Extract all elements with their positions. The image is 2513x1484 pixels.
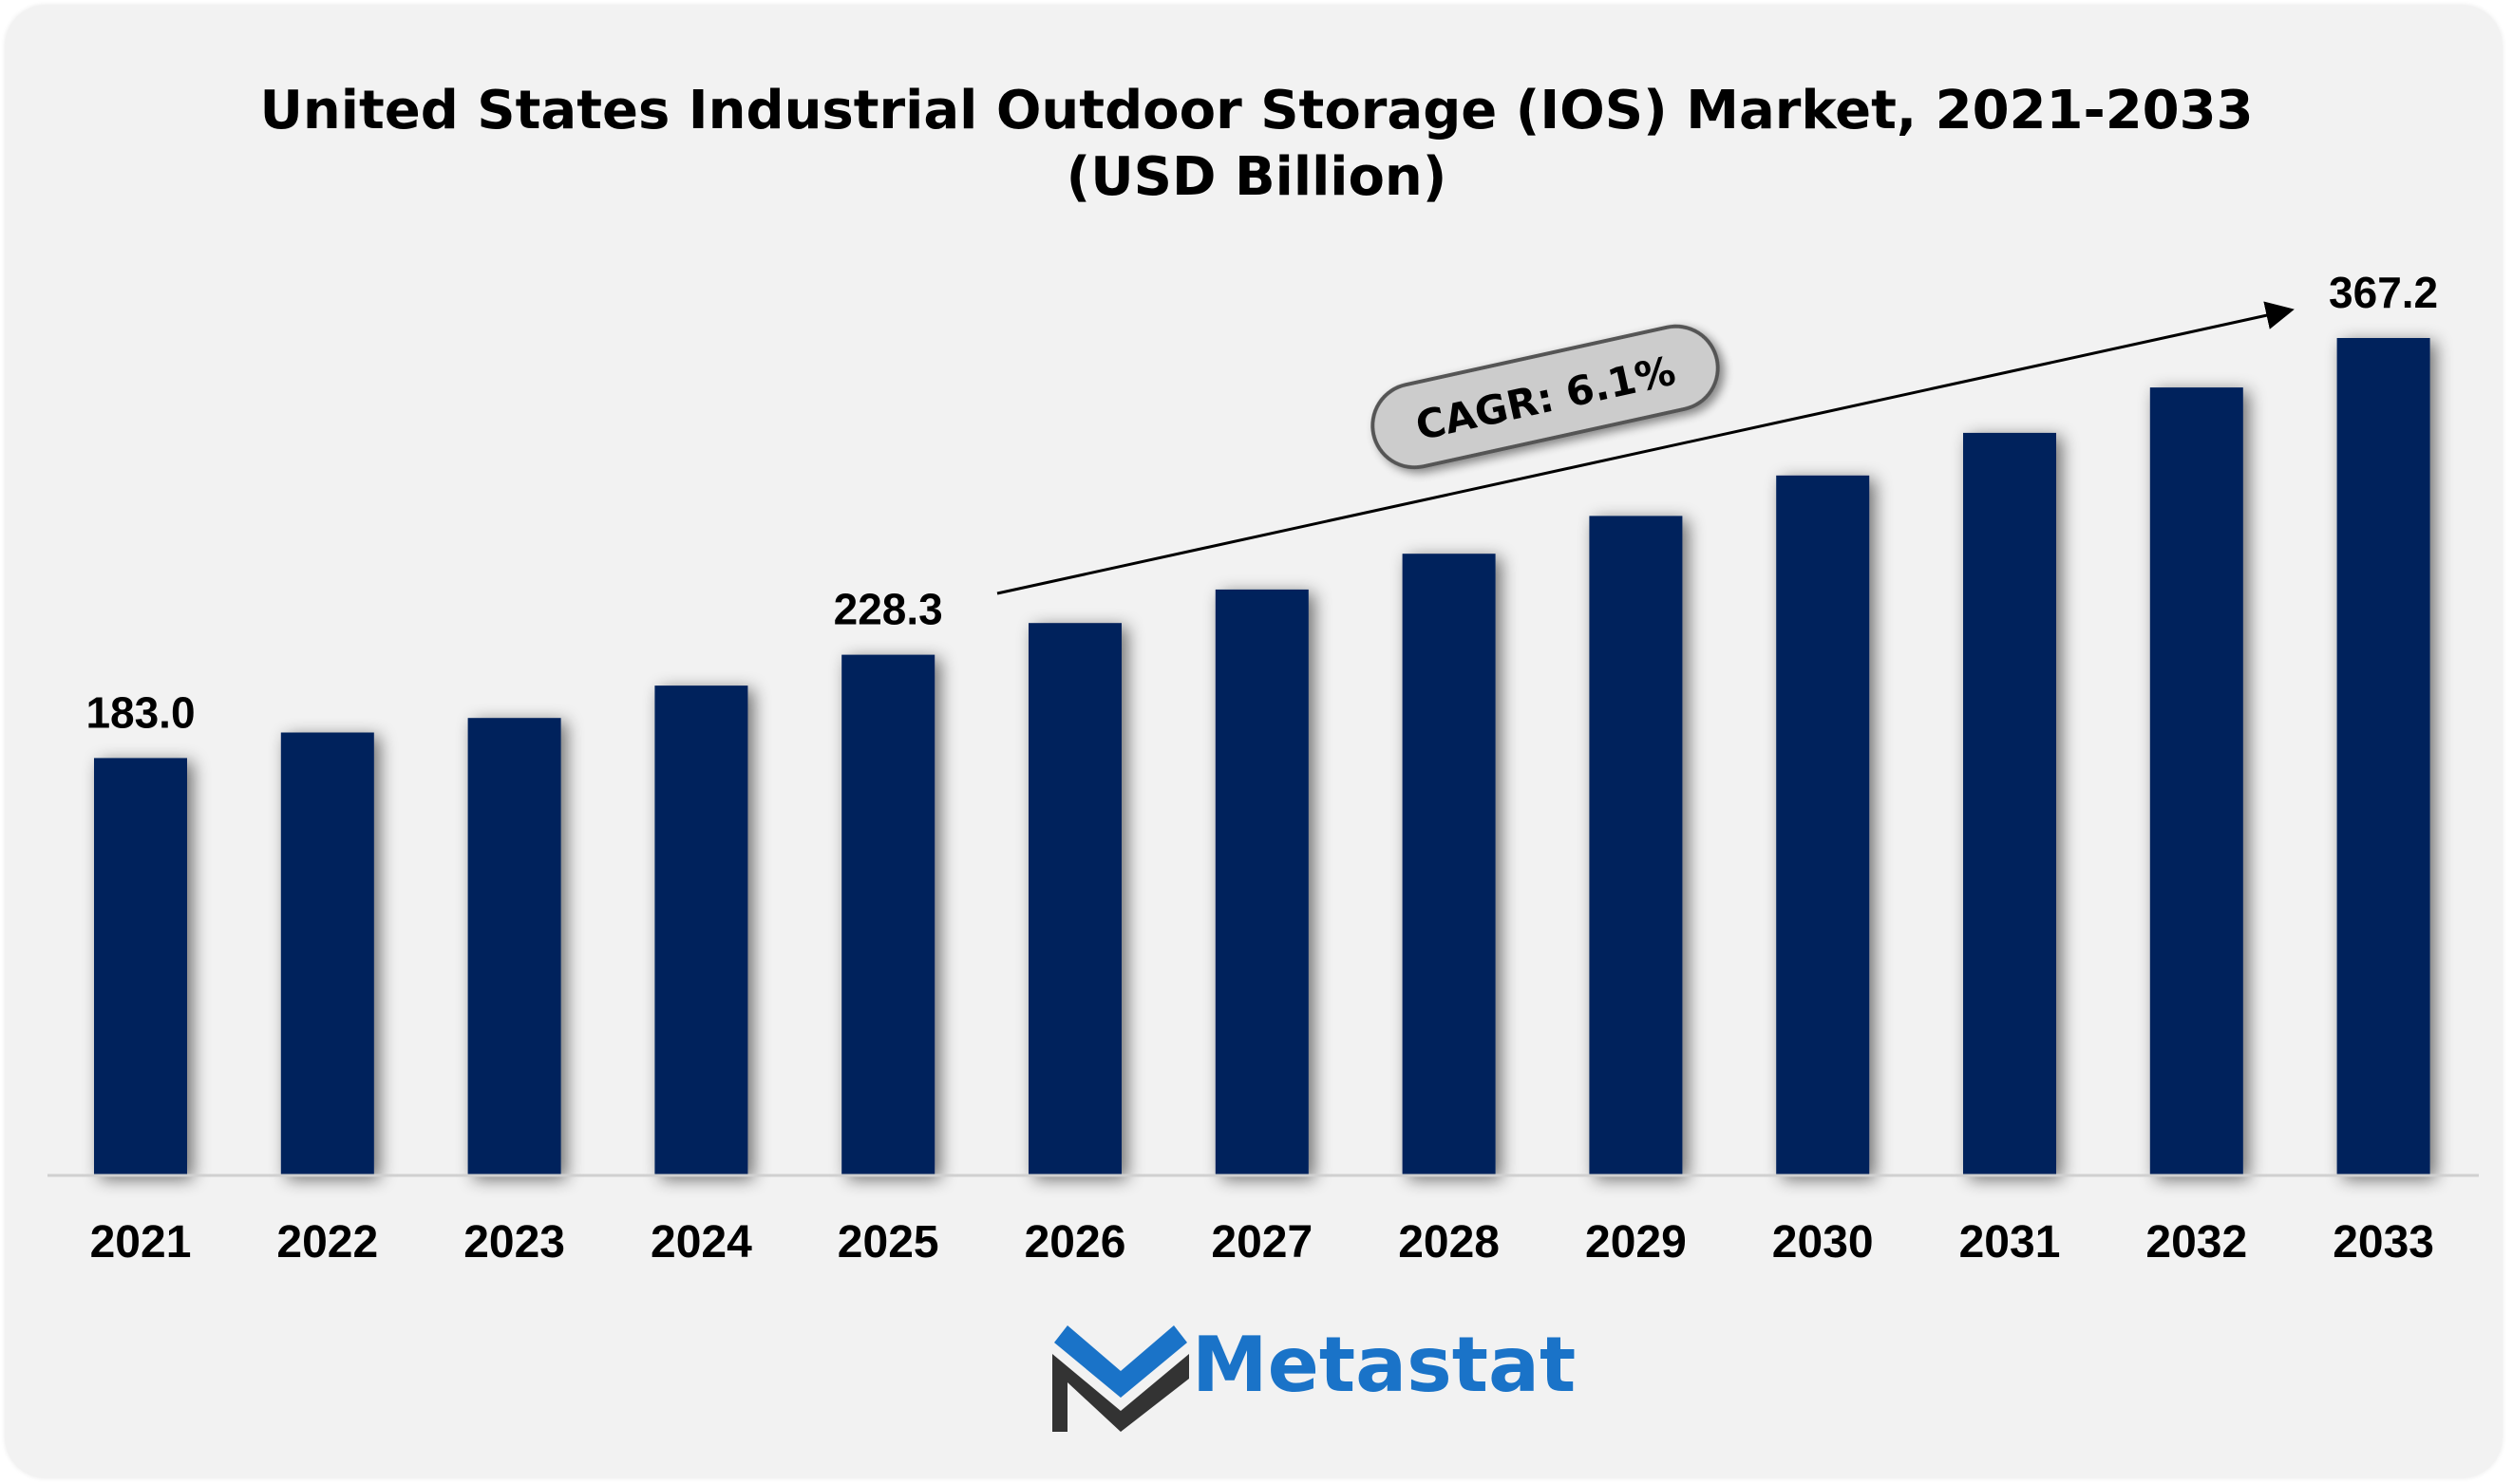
data-label-2025: 228.3	[834, 585, 943, 634]
x-tick-label-2029: 2029	[1585, 1217, 1687, 1268]
x-tick-label-2033: 2033	[2333, 1217, 2434, 1268]
bar-2033	[2336, 338, 2430, 1175]
bar-2023	[467, 718, 561, 1175]
x-tick-label-2025: 2025	[838, 1217, 939, 1268]
cagr-arrow	[996, 301, 2295, 595]
metastat-logo-text: Metastat	[1192, 1321, 1577, 1409]
data-label-2033: 367.2	[2329, 268, 2438, 317]
chart-title-main: United States Industrial Outdoor Storage…	[259, 80, 2254, 141]
x-tick-label-2023: 2023	[463, 1217, 565, 1268]
x-tick-label-2032: 2032	[2145, 1217, 2247, 1268]
chart-title: United States Industrial Outdoor Storage…	[0, 78, 2513, 211]
x-tick-label-2021: 2021	[90, 1217, 192, 1268]
bar-2031	[1963, 432, 2056, 1175]
bar-series	[94, 338, 2430, 1176]
x-tick-label-2024: 2024	[651, 1217, 752, 1268]
x-tick-label-2030: 2030	[1772, 1217, 1874, 1268]
bar-2022	[280, 732, 374, 1175]
metastat-logo-mark	[1052, 1325, 1189, 1432]
bar-2026	[1029, 623, 1122, 1175]
x-tick-label-2026: 2026	[1025, 1217, 1126, 1268]
x-tick-label-2027: 2027	[1211, 1217, 1313, 1268]
bar-2027	[1215, 589, 1309, 1175]
bar-2029	[1589, 516, 1683, 1175]
bar-2025	[841, 654, 935, 1175]
bar-2028	[1402, 554, 1496, 1175]
x-tick-labels: 2021 2022 2023 2024 2025 2026 2027 2028 2029 2030…	[90, 1217, 2434, 1268]
x-tick-label-2022: 2022	[276, 1217, 378, 1268]
chart-subtitle: (USD Billion)	[1066, 146, 1447, 208]
cagr-badge: CAGR: 6.1%	[1370, 324, 1720, 470]
data-label-2021: 183.0	[85, 687, 195, 737]
bar-2021	[94, 758, 187, 1175]
x-tick-label-2031: 2031	[1959, 1217, 2061, 1268]
cagr-badge-pill	[1370, 324, 1720, 470]
bar-2030	[1776, 475, 1870, 1175]
bar-2024	[654, 686, 748, 1175]
data-labels: 183.0 228.3 367.2	[85, 268, 2438, 737]
bar-2032	[2149, 387, 2243, 1176]
x-tick-label-2028: 2028	[1398, 1217, 1500, 1268]
